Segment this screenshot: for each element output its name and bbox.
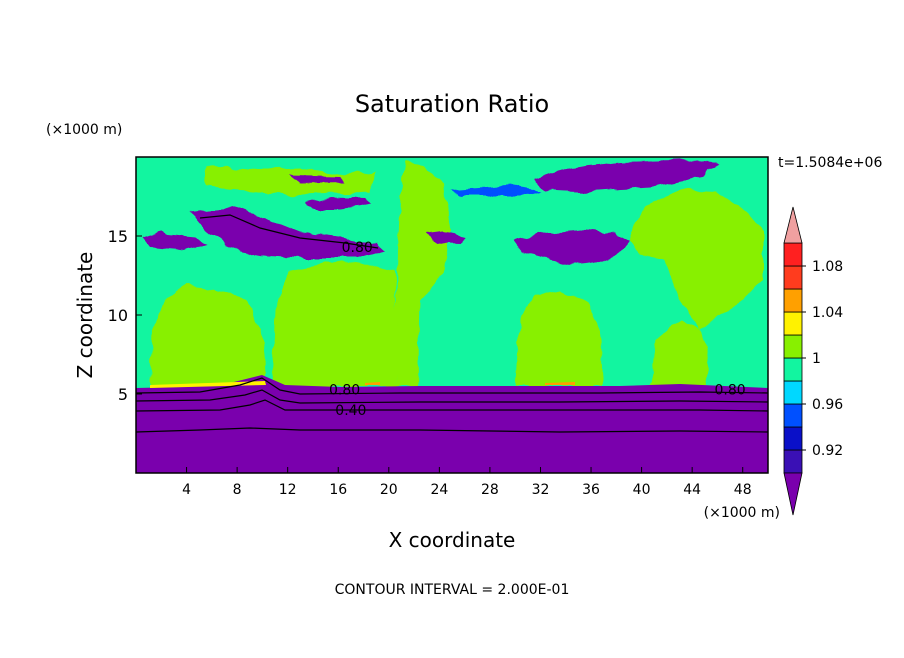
y-tick-label: 5 xyxy=(118,385,128,404)
moist-tower xyxy=(395,162,450,386)
chart-title: Saturation Ratio xyxy=(355,90,549,118)
y-tick-label: 15 xyxy=(108,227,128,246)
x-axis-ticks: 4 8 12 16 20 24 28 32 36 40 44 48 xyxy=(182,467,752,498)
colorbar-tick-label: 1.08 xyxy=(812,259,843,275)
dry-patch-left xyxy=(143,233,205,250)
boundary-orange-mark-1 xyxy=(365,382,380,385)
dry-patch-mid xyxy=(425,231,465,243)
contour-interval-label: CONTOUR INTERVAL = 2.000E-01 xyxy=(335,582,570,598)
moist-patch-left xyxy=(150,285,266,386)
y-axis-ticks: 5 10 15 xyxy=(108,227,142,404)
colorbar-swatch xyxy=(783,334,803,359)
colorbar-swatch xyxy=(783,403,803,428)
x-tick-label: 24 xyxy=(430,482,448,498)
x-tick-label: 8 xyxy=(233,482,242,498)
colorbar-tick-label: 1 xyxy=(812,351,821,367)
x-tick-label: 48 xyxy=(734,482,752,498)
moist-patch-centre xyxy=(515,290,603,386)
contour-label: 0.40 xyxy=(335,403,366,419)
x-tick-label: 28 xyxy=(481,482,499,498)
y-tick-label: 10 xyxy=(108,306,128,325)
moist-patch-right-lower xyxy=(650,320,710,386)
x-axis-label: X coordinate xyxy=(389,528,516,552)
colorbar: 0.92 0.96 1 1.04 1.08 xyxy=(783,206,843,516)
moist-patch-upper xyxy=(205,165,375,195)
y-unit-label: (×1000 m) xyxy=(46,122,122,138)
colorbar-swatch xyxy=(783,265,803,290)
contour-label: 0.80 xyxy=(714,382,745,398)
dry-patch-top-edge xyxy=(290,175,345,183)
contour-0.60-lower xyxy=(136,389,768,404)
colorbar-tick-label: 0.92 xyxy=(812,443,843,459)
dry-patch-top-right xyxy=(535,160,720,192)
dry-patch-top-strip xyxy=(450,185,540,196)
x-tick-label: 44 xyxy=(683,482,701,498)
x-tick-label: 4 xyxy=(182,482,191,498)
dry-patch-upper-left xyxy=(190,208,385,258)
contour-0.20-lower xyxy=(136,427,768,433)
x-tick-label: 20 xyxy=(380,482,398,498)
contour-lines xyxy=(136,214,768,433)
colorbar-swatch xyxy=(783,357,803,382)
colorbar-tick-label: 0.96 xyxy=(812,397,843,413)
x-tick-label: 12 xyxy=(279,482,297,498)
x-tick-label: 32 xyxy=(532,482,550,498)
moist-patches xyxy=(150,162,763,386)
colorbar-swatch xyxy=(783,242,803,267)
x-tick-label: 40 xyxy=(633,482,651,498)
saturation-field: 0.80 0.80 0.40 0.80 xyxy=(136,157,768,473)
colorbar-swatch xyxy=(783,449,803,474)
colorbar-tick-label: 1.04 xyxy=(812,305,843,321)
moist-patch-mid xyxy=(272,262,398,386)
time-label: t=1.5084e+06 xyxy=(778,155,882,171)
colorbar-upper-arrow xyxy=(783,206,803,244)
colorbar-swatch xyxy=(783,311,803,336)
boundary-orange-mark-2 xyxy=(545,382,575,385)
contour-label: 0.80 xyxy=(342,240,373,256)
contour-label: 0.80 xyxy=(329,382,360,398)
contour-0.80-lower xyxy=(136,377,768,395)
dry-patch-centre-right xyxy=(512,230,628,266)
dry-patch-top-centre xyxy=(305,197,372,210)
colorbar-lower-arrow xyxy=(783,472,803,516)
contour-0.40-lower xyxy=(136,399,768,412)
y-axis-label: Z coordinate xyxy=(73,252,97,379)
boundary-yellow-strip xyxy=(150,381,266,388)
colorbar-swatch xyxy=(783,426,803,451)
x-tick-label: 16 xyxy=(329,482,347,498)
colorbar-swatch xyxy=(783,288,803,313)
contour-0.80-upper xyxy=(199,214,379,249)
contour-labels: 0.80 0.80 0.40 0.80 xyxy=(329,240,746,419)
x-unit-label: (×1000 m) xyxy=(704,505,780,521)
moist-patch-right-upper xyxy=(628,190,763,330)
dry-patches xyxy=(143,160,720,266)
dry-boundary-layer xyxy=(136,375,768,473)
colorbar-swatch xyxy=(783,380,803,405)
x-tick-label: 36 xyxy=(582,482,600,498)
